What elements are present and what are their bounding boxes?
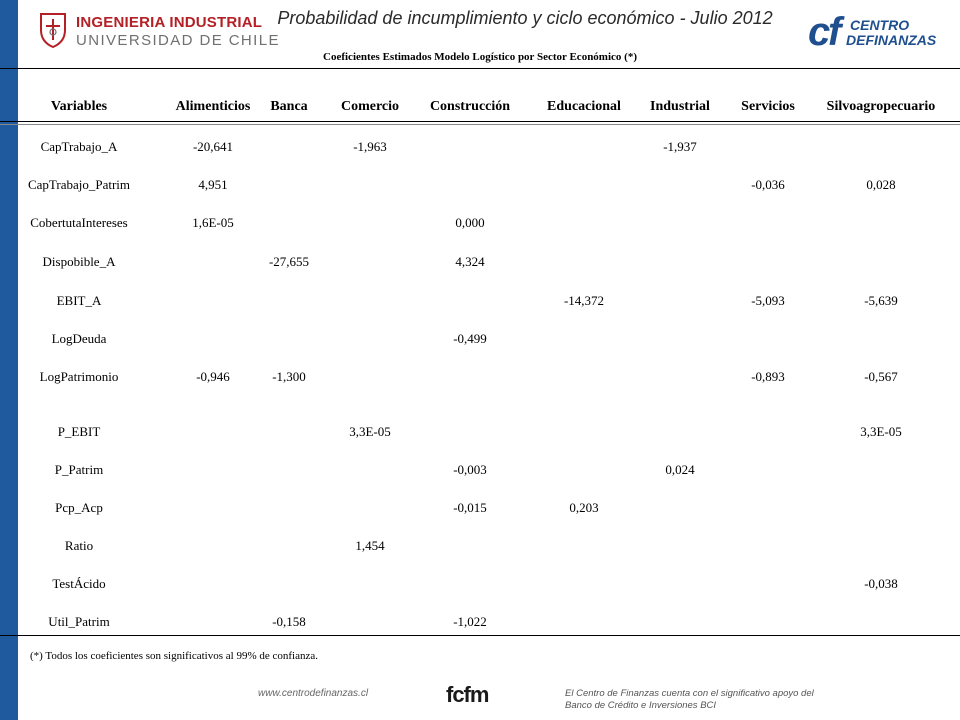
table-cell: 1,6E-05 (192, 215, 234, 230)
cf-logo-line1: CENTRO (850, 17, 910, 33)
table-cell: 3,3E-05 (349, 424, 391, 439)
row-variable-label: CapTrabajo_Patrim (27, 177, 131, 192)
table-cell: 4,324 (455, 254, 485, 269)
header-divider (0, 121, 960, 122)
row-variable-label: Ratio (64, 538, 94, 553)
table-cell: 0,024 (665, 462, 695, 477)
table-cell: -14,372 (563, 293, 605, 308)
table-cell: -0,567 (864, 369, 898, 384)
row-variable-label: Util_Patrim (48, 614, 110, 629)
table-cell: -0,946 (196, 369, 230, 384)
table-cell: 0,000 (455, 215, 485, 230)
table-cell: -0,003 (453, 462, 487, 477)
column-header: Comercio (340, 99, 400, 114)
column-header: Banca (270, 99, 308, 114)
table-cell: -5,639 (864, 293, 898, 308)
table-cell: 1,454 (355, 538, 385, 553)
header-divider-secondary (0, 124, 960, 125)
cf-logo-icon: c (808, 10, 831, 54)
column-header: Silvoagropecuario (826, 99, 936, 114)
table-cell: 0,028 (866, 177, 896, 192)
table-cell: -1,022 (453, 614, 487, 629)
column-header: Industrial (650, 99, 710, 114)
column-header: Servicios (741, 99, 795, 114)
website-link[interactable]: www.centrodefinanzas.cl (258, 688, 369, 699)
row-variable-label: Dispobible_A (42, 254, 116, 269)
fcfm-logo: fcfm (446, 682, 492, 714)
table-cell: 0,203 (569, 500, 599, 515)
row-variable-label: P_Patrim (54, 462, 104, 477)
column-header: Alimenticios (175, 99, 251, 114)
table-cell: -1,937 (663, 139, 697, 154)
row-variable-label: EBIT_A (56, 293, 102, 308)
row-variable-label: CobertutaIntereses (30, 215, 128, 230)
logo-line1: INGENIERIA INDUSTRIAL (76, 14, 263, 31)
footnote: (*) Todos los coeficientes son significa… (30, 650, 319, 662)
table-cell: -1,300 (272, 369, 306, 384)
row-variable-label: CapTrabajo_A (40, 139, 118, 154)
table-cell: -27,655 (268, 254, 310, 269)
table-cell: -0,158 (272, 614, 306, 629)
row-variable-label: TestÁcido (52, 576, 106, 591)
row-variable-label: LogDeuda (51, 331, 107, 346)
table-cell: -0,036 (751, 177, 785, 192)
table-cell: 3,3E-05 (860, 424, 902, 439)
table-cell: -0,893 (751, 369, 785, 384)
top-divider (0, 68, 960, 69)
cf-logo-f-glyph: f (828, 10, 842, 54)
table-cell: -0,499 (453, 331, 487, 346)
page-title: Probabilidad de incumplimiento y ciclo e… (277, 8, 773, 28)
ingenieria-industrial-logo: INGENIERIA INDUSTRIAL UNIVERSIDAD DE CHI… (38, 8, 278, 54)
row-variable-label: P_EBIT (57, 424, 101, 439)
table-subtitle: Coeficientes Estimados Modelo Logístico … (323, 51, 637, 63)
row-variable-label: LogPatrimonio (39, 369, 119, 384)
column-header: Variables (50, 99, 108, 114)
sponsor-note: El Centro de Finanzas cuenta con el sign… (565, 688, 814, 711)
column-header: Construcción (429, 99, 511, 114)
bottom-divider (0, 635, 960, 636)
column-header: Educacional (547, 99, 621, 114)
fcfm-logo-text: fcfm (446, 682, 489, 707)
table-cell: -0,038 (864, 576, 898, 591)
table-cell: -0,015 (453, 500, 487, 515)
cf-logo-line2: DEFINANZAS (846, 32, 937, 48)
table-cell: -5,093 (751, 293, 785, 308)
logo-line2: UNIVERSIDAD DE CHILE (76, 32, 280, 49)
university-crest-icon (40, 13, 66, 48)
table-cell: -1,963 (353, 139, 387, 154)
row-variable-label: Pcp_Acp (55, 500, 103, 515)
table-cell: 4,951 (198, 177, 228, 192)
left-accent-bar (0, 0, 18, 720)
centro-finanzas-logo: c f CENTRO DEFINANZAS (808, 10, 936, 54)
table-cell: -20,641 (192, 139, 234, 154)
